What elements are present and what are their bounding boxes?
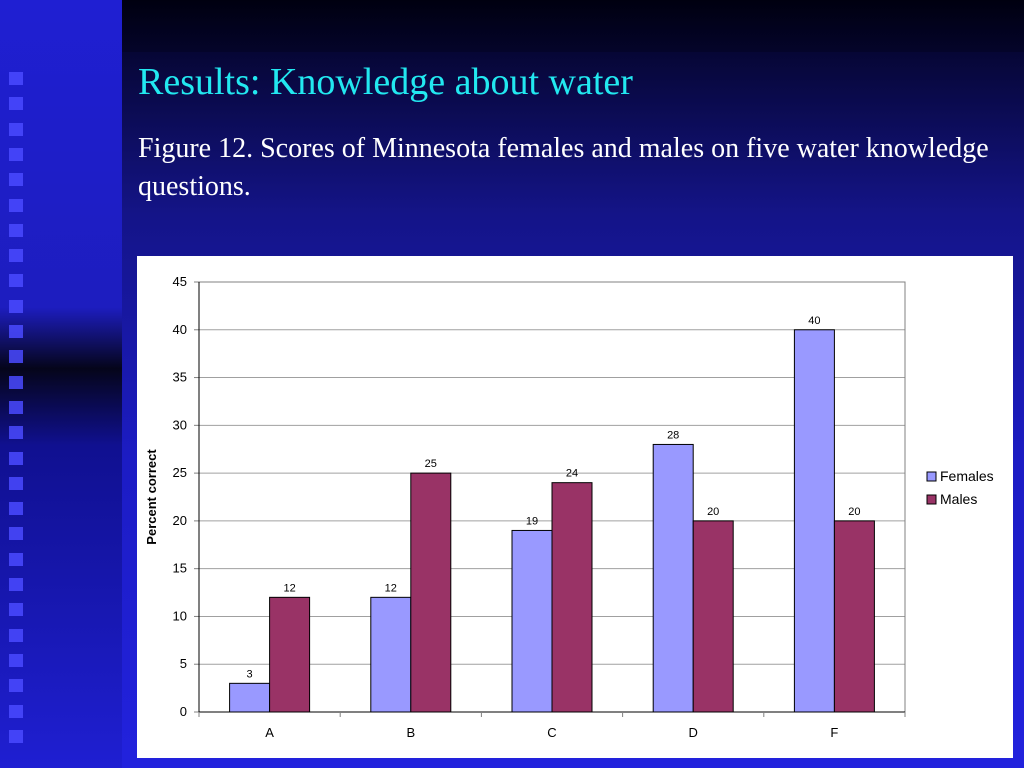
decorative-square [9, 527, 23, 541]
chart-container: 0 5 10 15 20 25 30 35 40 45 A 3 12 B 12 25 C 19 24 D 28 20 F 40… [137, 256, 1013, 758]
decorative-square [9, 122, 23, 136]
data-label: 3 [247, 668, 253, 680]
decorative-square [9, 198, 23, 212]
y-axis-label: Percent correct [144, 449, 159, 545]
legend-label: Males [940, 491, 977, 507]
y-tick-label: 0 [180, 704, 187, 719]
data-label: 28 [667, 429, 679, 441]
decorative-square [9, 502, 23, 516]
decorative-square [9, 299, 23, 313]
decorative-square [9, 223, 23, 237]
decorative-square [9, 325, 23, 338]
x-tick-label: F [830, 725, 838, 740]
data-label: 20 [707, 506, 719, 518]
decorative-square [9, 729, 23, 743]
x-tick-label: B [406, 725, 415, 740]
bar-males [410, 472, 452, 713]
y-tick-label: 45 [173, 274, 187, 289]
decorative-square [9, 653, 23, 667]
slide-title: Results: Knowledge about water [138, 61, 633, 103]
x-tick-label: A [265, 725, 274, 740]
x-tick-label: C [547, 725, 556, 740]
decorative-square [9, 679, 23, 693]
x-tick-label: D [689, 725, 698, 740]
bar-females [793, 329, 835, 713]
decorative-square [9, 375, 23, 389]
data-label: 24 [566, 468, 578, 480]
y-tick-label: 40 [173, 322, 187, 337]
bar-females [511, 529, 553, 713]
bar-males [551, 482, 593, 713]
decorative-square [9, 173, 23, 187]
decorative-square [9, 451, 23, 465]
data-label: 12 [283, 582, 295, 594]
decorative-square [9, 350, 23, 364]
slide-subtitle: Figure 12. Scores of Minnesota females a… [138, 133, 989, 202]
decorative-square [9, 249, 23, 263]
decorative-square [9, 476, 23, 490]
decorative-square [9, 400, 23, 414]
decorative-square [9, 274, 23, 288]
legend-label: Females [940, 468, 994, 484]
data-label: 20 [848, 506, 860, 518]
data-label: 40 [808, 315, 820, 327]
decorative-square [9, 603, 23, 617]
y-tick-label: 25 [173, 465, 187, 480]
decorative-square [9, 426, 23, 440]
y-tick-label: 15 [173, 561, 187, 576]
decorative-square [9, 628, 23, 642]
data-label: 25 [425, 458, 437, 470]
decorative-square [9, 147, 23, 161]
decorative-square [9, 578, 23, 591]
data-label: 19 [526, 515, 538, 527]
bar-females [652, 443, 694, 713]
decorative-square [9, 72, 23, 85]
y-tick-label: 35 [173, 370, 187, 385]
legend-swatch-females [926, 471, 937, 482]
y-tick-label: 30 [173, 417, 187, 432]
y-tick-label: 10 [173, 608, 187, 623]
bar-males [269, 596, 311, 713]
y-tick-label: 20 [173, 513, 187, 528]
bar-males [692, 520, 734, 713]
bar-females [229, 682, 271, 713]
top-band [122, 0, 1024, 52]
decorative-square [9, 704, 23, 718]
y-tick-label: 5 [180, 656, 187, 671]
decorative-square [9, 552, 23, 566]
bar-chart: 0 5 10 15 20 25 30 35 40 45 A 3 12 B 12 25 C 19 24 D 28 20 F 40… [144, 274, 994, 740]
data-label: 12 [385, 582, 397, 594]
bar-males [833, 520, 875, 713]
decorative-square [9, 97, 23, 111]
legend-swatch-males [926, 494, 937, 505]
bar-females [370, 596, 412, 713]
